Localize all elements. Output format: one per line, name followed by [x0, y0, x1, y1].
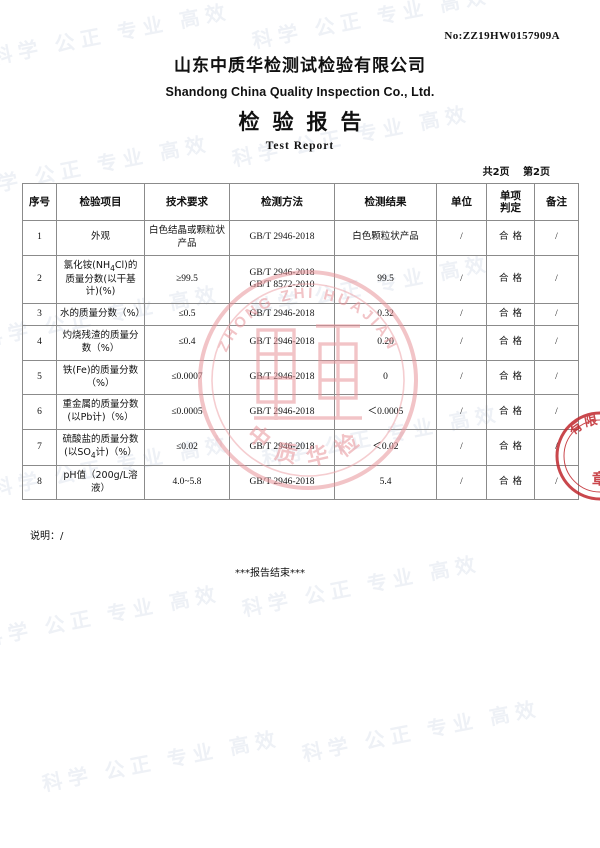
cell-verdict: 合格 [486, 325, 535, 361]
cell-method: GB/T 2946-2018 [229, 359, 335, 396]
report-end-marker: ***报告结束*** [235, 568, 305, 580]
cell-method: GB/T 2946-2018 [229, 464, 335, 501]
cell-unit: / [436, 394, 487, 430]
cell-no: 2 [22, 254, 57, 305]
table-row: 2 氯化铵(NH4Cl)的质量分数(以干基计)(%) ≥99.5 GB/T 2946-… [22, 254, 579, 305]
cell-remark: / [534, 303, 579, 327]
header-remark: 备注 [534, 183, 579, 221]
header-unit: 单位 [436, 183, 487, 221]
cell-no: 1 [22, 220, 57, 256]
cell-verdict: 合格 [486, 303, 535, 327]
table-body: 1 外观 白色结晶或颗粒状产品 GB/T 2946-2018 白色颗粒状产品 / 合格/2 氯… [22, 220, 579, 501]
cell-verdict: 合格 [486, 428, 535, 466]
cell-item: 外观 [56, 220, 145, 256]
cell-method: GB/T 2946-2018 [229, 428, 335, 466]
cell-method: GB/T 2946-2018 GB/T 8572-2010 [229, 254, 335, 305]
document-number: No:ZZ19HW0157909A [444, 30, 560, 42]
company-name-chinese: 山东中质华检测试检验有限公司 [174, 56, 426, 76]
cell-spec: 白色结晶或颗粒状产品 [144, 220, 230, 256]
cell-spec: ≤0.4 [144, 325, 230, 361]
cell-verdict: 合格 [486, 254, 535, 305]
cell-result: ＜0.02 [334, 428, 437, 466]
cell-unit: / [436, 428, 487, 466]
inspection-results-table: 序号 检验项目 技术要求 检测方法 检测结果 单位 单项 判定 备注 1 外观 白色… [22, 183, 579, 501]
header-result: 检测结果 [334, 183, 437, 221]
cell-remark: / [534, 464, 579, 501]
cell-item: pH值（200g/L溶液） [56, 464, 145, 501]
cell-spec: 4.0~5.8 [144, 464, 230, 501]
cell-no: 7 [22, 428, 57, 466]
cell-no: 6 [22, 394, 57, 430]
page-indicator: 共2页 第2页 [22, 163, 578, 178]
cell-no: 5 [22, 359, 57, 396]
cell-method: GB/T 2946-2018 [229, 394, 335, 430]
cell-verdict: 合格 [486, 359, 535, 396]
table-row: 5 铁(Fe)的质量分数（%） ≤0.0007 GB/T 2946-2018 0/合格 / [22, 359, 579, 396]
table-row: 6 重金属的质量分数(以Pb计)（%） ≤0.0005 GB/T 2946-2018 ＜… [22, 394, 579, 430]
table-header-row: 序号 检验项目 技术要求 检测方法 检测结果 单位 单项 判定 备注 [22, 183, 579, 221]
cell-item: 水的质量分数（%） [56, 303, 145, 327]
cell-spec: ≤0.5 [144, 303, 230, 327]
current-page-label: 第2页 [523, 167, 550, 178]
header-item: 检验项目 [56, 183, 145, 221]
cell-method: GB/T 2946-2018 [229, 220, 335, 256]
cell-remark: / [534, 325, 579, 361]
report-title-english: Test Report [265, 140, 335, 152]
cell-item: 氯化铵(NH4Cl)的质量分数(以干基计)(%) [56, 254, 145, 305]
company-name-english: Shandong China Quality Inspection Co., L… [165, 85, 435, 99]
cell-result: 5.4 [334, 464, 437, 501]
cell-spec: ≥99.5 [144, 254, 230, 305]
cell-remark: / [534, 428, 579, 466]
header-verdict-line1: 单项 [500, 189, 521, 202]
cell-result: 0 [334, 359, 437, 396]
cell-result: 99.5 [334, 254, 437, 305]
cell-item: 灼烧残渣的质量分数（%） [56, 325, 145, 361]
cell-result: ＜0.0005 [334, 394, 437, 430]
cell-remark: / [534, 220, 579, 256]
header-no: 序号 [22, 183, 57, 221]
cell-spec: ≤0.0007 [144, 359, 230, 396]
report-title-chinese: 检验报告 [238, 110, 375, 134]
header-verdict-line2: 判定 [500, 202, 521, 214]
header-spec: 技术要求 [144, 183, 230, 221]
cell-no: 8 [22, 464, 57, 501]
cell-no: 3 [22, 303, 57, 327]
cell-verdict: 合格 [486, 464, 535, 501]
cell-unit: / [436, 303, 487, 327]
cell-spec: ≤0.0005 [144, 394, 230, 430]
cell-unit: / [436, 220, 487, 256]
cell-method: GB/T 2946-2018 [229, 303, 335, 327]
cell-remark: / [534, 359, 579, 396]
cell-unit: / [436, 464, 487, 501]
table-row: 4 灼烧残渣的质量分数（%） ≤0.4 GB/T 2946-2018 0.20/合格 / [22, 325, 579, 361]
header-verdict: 单项 判定 [486, 183, 535, 221]
cell-remark: / [534, 394, 579, 430]
cell-remark: / [534, 254, 579, 305]
cell-spec: ≤0.02 [144, 428, 230, 466]
cell-unit: / [436, 325, 487, 361]
cell-result: 0.20 [334, 325, 437, 361]
cell-unit: / [436, 254, 487, 305]
table-row: 8 pH值（200g/L溶液） 4.0~5.8 GB/T 2946-2018 5.4/合… [22, 464, 579, 501]
cell-item: 铁(Fe)的质量分数（%） [56, 359, 145, 396]
table-row: 7 硫酸盐的质量分数(以SO4计)（%） ≤0.02 GB/T 2946-2018 ＜0… [22, 428, 579, 466]
cell-verdict: 合格 [486, 394, 535, 430]
total-pages-label: 共2页 [482, 167, 510, 178]
cell-item: 重金属的质量分数(以Pb计)（%） [56, 394, 145, 430]
cell-result: 0.32 [334, 303, 437, 327]
table-row: 3 水的质量分数（%） ≤0.5 GB/T 2946-2018 0.32/合格 / [22, 303, 579, 327]
header-method: 检测方法 [229, 183, 335, 221]
cell-verdict: 合格 [486, 220, 535, 256]
cell-item: 硫酸盐的质量分数(以SO4计)（%） [56, 428, 145, 466]
table-row: 1 外观 白色结晶或颗粒状产品 GB/T 2946-2018 白色颗粒状产品 / 合格 / [22, 220, 579, 256]
note-label: 说明：/ [30, 531, 64, 543]
cell-unit: / [436, 359, 487, 396]
cell-no: 4 [22, 325, 57, 361]
cell-result: 白色颗粒状产品 [334, 220, 437, 256]
cell-method: GB/T 2946-2018 [229, 325, 335, 361]
